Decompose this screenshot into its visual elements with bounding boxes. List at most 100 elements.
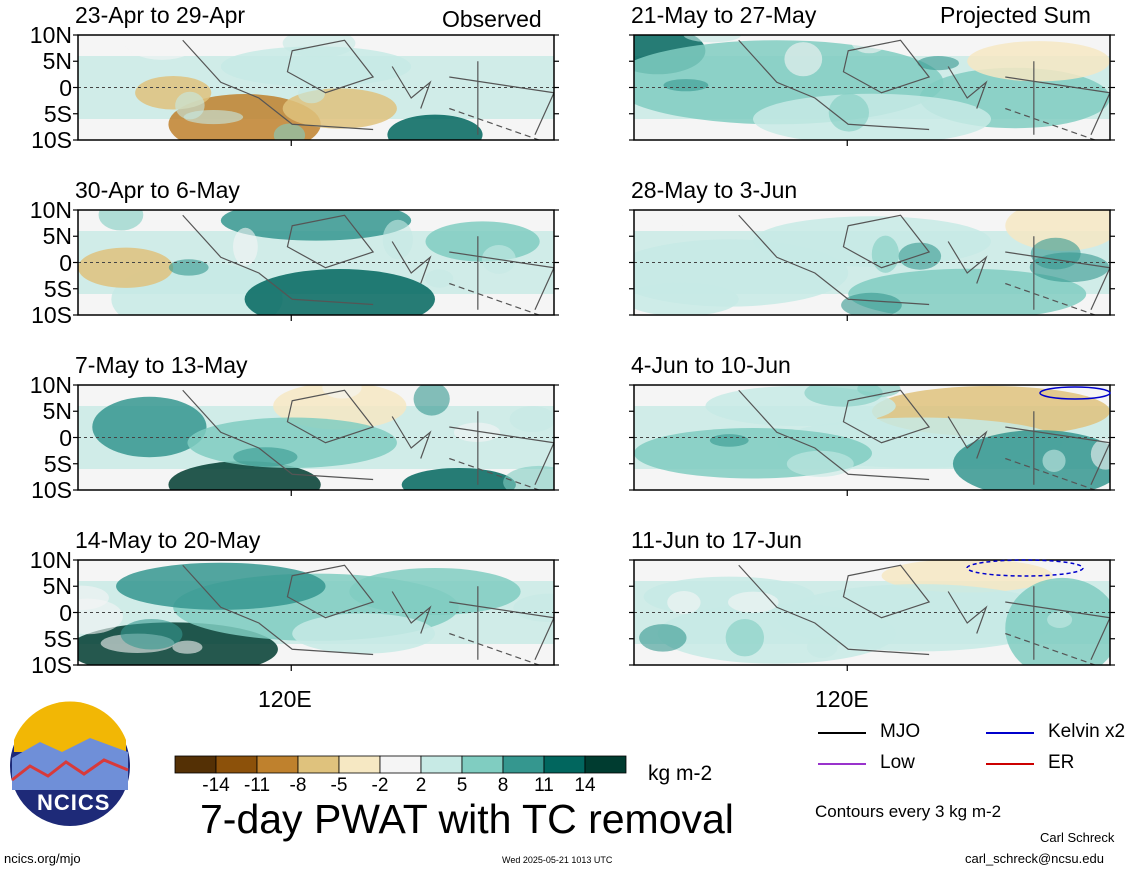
y-tick-label: 5N <box>42 573 72 600</box>
legend-label: ER <box>1048 752 1075 773</box>
pwat-anomaly <box>841 292 902 315</box>
coastlines <box>738 214 1110 315</box>
y-tick-label: 10N <box>29 22 72 48</box>
logo-graph-line <box>11 758 129 782</box>
pwat-anomaly <box>220 210 412 241</box>
coastline-dashed <box>1005 282 1097 315</box>
legend-label: Low <box>880 752 915 773</box>
x-tick-label-left: 120E <box>258 686 312 712</box>
pwat-anomaly <box>643 576 815 617</box>
pwat-anomaly <box>387 114 483 140</box>
coastline-sumatra-java <box>182 39 374 131</box>
pwat-anomaly <box>503 465 554 490</box>
colorbar-tick-label: 2 <box>415 775 427 796</box>
pwat-anomaly <box>244 269 435 315</box>
footer-email: carl_schreck@ncsu.edu <box>965 851 1104 866</box>
coastlines <box>738 564 1110 665</box>
contour-legend <box>818 732 1034 765</box>
pwat-anomaly <box>667 591 701 614</box>
y-tick-label: 5N <box>42 398 72 425</box>
colorbar-swatch <box>338 755 381 774</box>
pwat-anomaly <box>1005 210 1110 251</box>
pwat-field <box>634 35 1110 140</box>
pwat-anomaly <box>786 450 854 477</box>
legend-label: MJO <box>880 721 921 742</box>
kelvin-contour <box>1039 386 1111 400</box>
map-panel <box>629 559 1115 671</box>
contour-note: Contours every 3 kg m-2 <box>815 802 1002 821</box>
pwat-anomaly <box>509 406 554 433</box>
x-tick-label-right: 120E <box>815 686 869 712</box>
coastline-sumatra-java <box>182 389 374 481</box>
pwat-field <box>634 560 1110 665</box>
pwat-anomaly <box>78 598 123 635</box>
pwat-anomaly <box>967 41 1110 82</box>
coastline-sulawesi <box>947 241 988 284</box>
pwat-anomaly <box>453 422 501 443</box>
coastline-dashed <box>449 107 541 140</box>
pwat-anomaly <box>952 430 1110 490</box>
coastline-borneo <box>286 564 375 619</box>
pwat-anomaly <box>1029 252 1110 283</box>
coastline-dashed <box>449 632 541 665</box>
y-tick-label: 0 <box>59 74 72 101</box>
pwat-anomaly <box>116 562 326 610</box>
colorbar-tick-label: 11 <box>534 775 554 796</box>
pwat-anomaly <box>382 219 413 260</box>
coastline-borneo <box>842 564 931 619</box>
pwat-anomaly <box>98 210 144 231</box>
pwat-anomaly <box>513 593 554 623</box>
coastline-sulawesi <box>391 591 432 634</box>
pwat-anomaly <box>898 242 942 270</box>
coastline-borneo <box>286 39 375 94</box>
logo-sun <box>14 701 126 752</box>
coastline-borneo <box>842 389 931 444</box>
legend-label: Kelvin x2 <box>1048 721 1126 742</box>
pwat-anomaly <box>273 123 306 140</box>
colorbar-swatch <box>420 755 463 774</box>
colorbar-swatch <box>584 755 627 774</box>
coastline-dashed <box>449 457 541 490</box>
pwat-anomaly <box>172 640 203 654</box>
pwat-anomaly <box>753 216 991 267</box>
coastline-sumatra-java <box>182 214 374 306</box>
coastline-sumatra-java <box>738 214 930 306</box>
coastline-sulawesi <box>391 241 432 284</box>
pwat-anomaly <box>917 56 960 71</box>
panel-title: 30-Apr to 6-May <box>75 177 240 203</box>
logo-text: NCICS <box>37 790 111 815</box>
y-tick-label: 10S <box>31 302 72 328</box>
y-tick-label: 5N <box>42 223 72 250</box>
coastlines <box>182 214 554 315</box>
pwat-anomaly <box>728 591 779 613</box>
coastline-new-guinea <box>449 61 554 135</box>
coastline-new-guinea <box>1005 411 1110 485</box>
map-panel <box>629 384 1115 496</box>
y-tick-label: 10S <box>31 477 72 503</box>
coastline-new-guinea <box>449 411 554 485</box>
map-panel <box>73 209 559 321</box>
pwat-anomaly <box>401 467 516 490</box>
pwat-anomaly <box>709 434 749 447</box>
colorbar-tick-label: 5 <box>456 775 468 796</box>
pwat-anomaly <box>349 567 521 616</box>
pwat-anomaly <box>233 447 298 467</box>
panel-title: 11-Jun to 17-Jun <box>631 527 802 553</box>
coastlines <box>182 564 554 665</box>
panel-title: 28-May to 3-Jun <box>631 177 798 203</box>
pwat-anomaly <box>413 385 450 416</box>
coastline-sumatra-java <box>738 39 930 131</box>
y-tick-label: 5S <box>43 450 72 477</box>
coastlines <box>738 39 1110 140</box>
colorbar-swatch <box>502 755 545 774</box>
pwat-anomaly <box>725 618 764 657</box>
colorbar-swatch <box>379 755 422 774</box>
coastlines <box>182 389 554 490</box>
pwat-anomaly <box>1047 611 1073 628</box>
pwat-anomaly <box>282 35 356 58</box>
colorbar-tick-label: -11 <box>243 775 271 796</box>
pwat-anomaly <box>175 91 205 120</box>
y-tick-label: 10N <box>29 197 72 223</box>
y-tick-label: 10S <box>31 652 72 678</box>
coastline-dashed <box>1005 632 1097 665</box>
